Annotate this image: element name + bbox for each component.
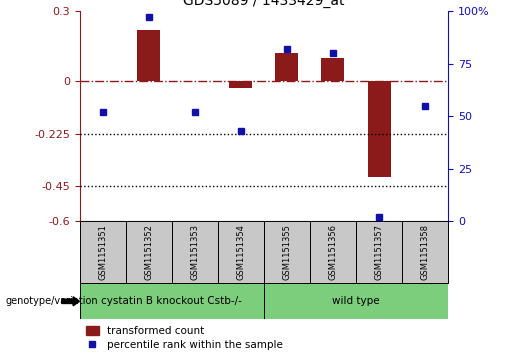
Bar xyxy=(138,30,160,81)
Legend: transformed count, percentile rank within the sample: transformed count, percentile rank withi… xyxy=(82,322,287,355)
Text: GSM1151358: GSM1151358 xyxy=(421,224,430,280)
Bar xyxy=(321,58,345,81)
Bar xyxy=(126,221,172,283)
Bar xyxy=(80,221,126,283)
Text: GSM1151353: GSM1151353 xyxy=(191,224,199,280)
Bar xyxy=(310,221,356,283)
Text: GSM1151356: GSM1151356 xyxy=(329,224,337,280)
Text: genotype/variation: genotype/variation xyxy=(5,296,98,306)
Title: GDS5089 / 1433429_at: GDS5089 / 1433429_at xyxy=(183,0,345,8)
Text: GSM1151357: GSM1151357 xyxy=(374,224,384,280)
Text: cystatin B knockout Cstb-/-: cystatin B knockout Cstb-/- xyxy=(101,296,243,306)
Bar xyxy=(276,53,299,81)
Bar xyxy=(172,221,218,283)
Text: GSM1151352: GSM1151352 xyxy=(144,224,153,280)
Bar xyxy=(218,221,264,283)
Bar xyxy=(264,283,448,319)
Bar xyxy=(356,221,402,283)
Bar xyxy=(368,81,390,177)
Bar xyxy=(80,283,264,319)
Bar xyxy=(229,81,252,88)
Text: wild type: wild type xyxy=(332,296,380,306)
Bar xyxy=(402,221,448,283)
Text: GSM1151351: GSM1151351 xyxy=(98,224,107,280)
Bar xyxy=(264,221,310,283)
Text: GSM1151355: GSM1151355 xyxy=(282,224,291,280)
Text: GSM1151354: GSM1151354 xyxy=(236,224,246,280)
